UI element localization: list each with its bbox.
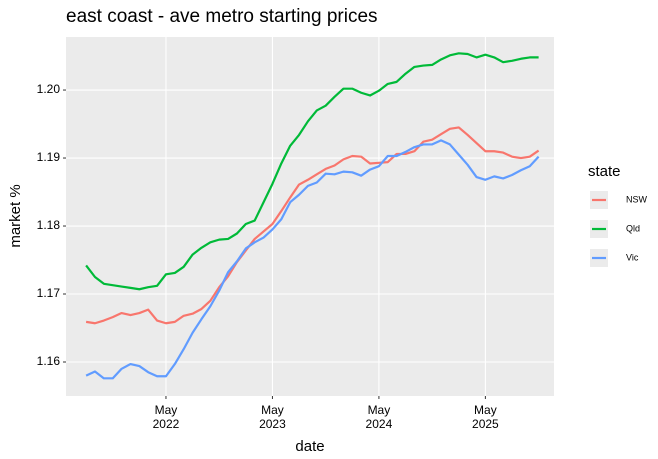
series-line [85,52,539,291]
y-tick-label: 1.18 [37,218,61,232]
x-tick-label: May 2025 [472,403,499,431]
panel [66,37,554,396]
y-tick-label: 1.20 [37,82,61,96]
series-line [85,139,540,380]
x-tick-label: May 2024 [366,403,393,431]
legend-label: NSW [626,194,648,204]
x-tick-label: May 2022 [153,403,180,431]
y-tick-label: 1.16 [37,354,61,368]
x-axis-title: date [295,438,324,455]
legend-label: Qld [626,223,640,233]
y-tick-label: 1.17 [37,286,61,300]
legend-label: Vic [626,252,639,262]
series-line [85,126,540,325]
x-tick-label: May 2023 [259,403,286,431]
y-tick-label: 1.19 [37,150,61,164]
y-axis-title: market % [7,184,24,247]
legend-title: state [588,163,621,180]
chart-title: east coast - ave metro starting prices [66,6,378,27]
